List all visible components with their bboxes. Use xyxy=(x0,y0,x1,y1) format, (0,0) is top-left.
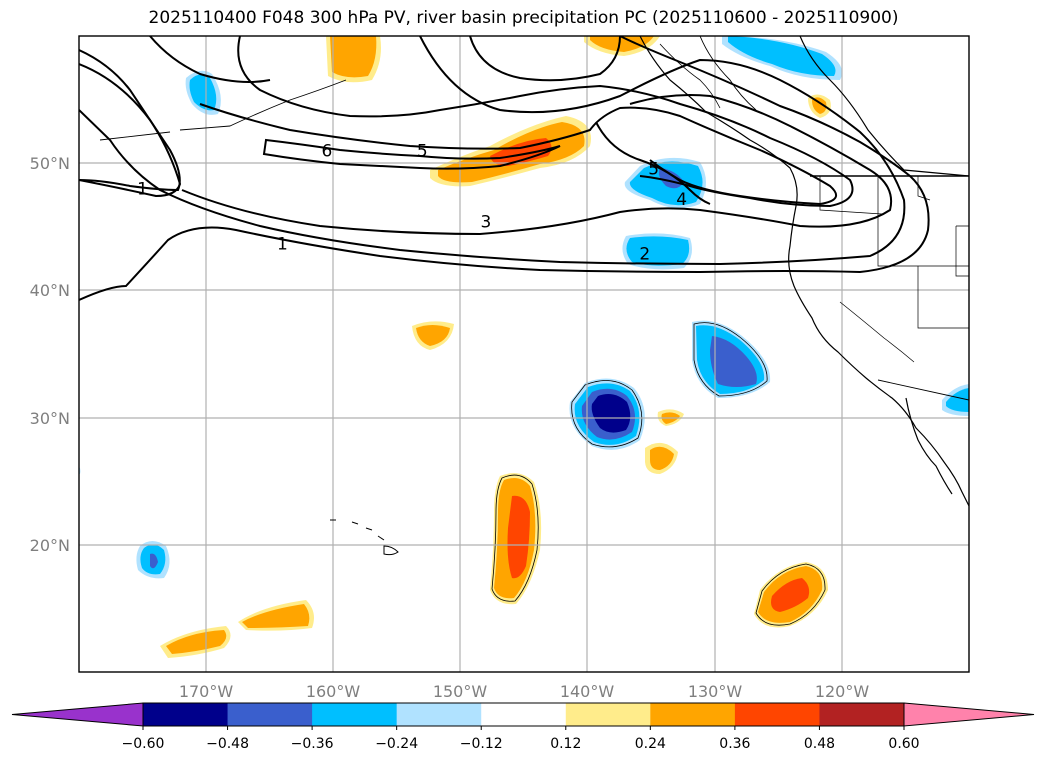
neg-blob-gulf-alaska xyxy=(624,157,706,209)
contour-label: 4 xyxy=(676,190,687,210)
lon-tick-label: 130°W xyxy=(688,682,743,701)
colorbar-segment xyxy=(312,703,398,726)
colorbar-segment xyxy=(227,703,313,726)
lat-tick-label: 30°N xyxy=(30,409,70,428)
colorbar-segment xyxy=(481,703,567,726)
contour-label: 3 xyxy=(480,213,491,233)
neg-blob-subtropical xyxy=(569,378,645,450)
colorbar-tick-label: 0.12 xyxy=(550,736,581,752)
pv-contour-inner-top xyxy=(149,36,621,83)
colorbar-tick-label: 0.48 xyxy=(804,736,835,752)
contour-label: 1 xyxy=(277,234,288,254)
pv-contour-2 xyxy=(79,36,906,266)
colorbar-ticks: −0.60 −0.48 −0.36 −0.24 −0.12 0.12 0.24 0.36 0.4… xyxy=(122,726,920,752)
colorbar-segment xyxy=(650,703,736,726)
colorbar-segment xyxy=(143,703,229,726)
map-frame xyxy=(78,35,970,673)
colorbar-tick-label: 0.24 xyxy=(635,736,666,752)
lon-tick-label: 140°W xyxy=(560,682,615,701)
lat-tick-label: 40°N xyxy=(30,281,70,300)
lon-tick-label: 170°W xyxy=(179,682,234,701)
gridlines xyxy=(79,36,969,672)
colorbar-extend-low xyxy=(11,702,144,727)
colorbar-segment xyxy=(565,703,651,726)
lat-tick-label: 50°N xyxy=(30,154,70,173)
neg-blob-offshore xyxy=(692,320,771,398)
colorbar-tick-label: −0.36 xyxy=(291,736,334,752)
colorbar-segment xyxy=(819,703,905,726)
pv-contour-5 xyxy=(199,103,838,206)
colorbar-segment xyxy=(734,703,820,726)
pv-contours xyxy=(79,36,930,301)
colorbar-tick-label: −0.60 xyxy=(122,736,165,752)
lat-axis: 50°N 40°N 30°N 20°N xyxy=(30,154,70,555)
pos-blob-mexico-west xyxy=(754,562,828,628)
lon-tick-label: 160°W xyxy=(306,682,361,701)
colorbar-tick-label: −0.12 xyxy=(460,736,503,752)
pos-blob-hawaii-south xyxy=(160,600,314,658)
neg-blob-bering xyxy=(185,70,221,115)
neg-blob-north-pacific xyxy=(622,233,692,270)
pv-contour-1-south xyxy=(79,36,930,301)
colorbar-outline xyxy=(142,702,905,727)
contour-label: 5 xyxy=(648,159,659,179)
colorbar-segments xyxy=(11,702,1035,727)
colorbar-segment xyxy=(396,703,482,726)
pv-contour-gulf-hook xyxy=(595,121,711,205)
colorbar-tick-label: 0.36 xyxy=(719,736,750,752)
neg-blob-baja xyxy=(79,384,969,474)
lon-tick-label: 150°W xyxy=(433,682,488,701)
neg-blob-hawaii-west xyxy=(136,541,170,579)
contour-label: 2 xyxy=(639,245,650,265)
pv-contour-6 xyxy=(262,138,561,170)
contour-label: 6 xyxy=(322,141,333,161)
colorbar-tick-label: −0.48 xyxy=(206,736,249,752)
colorbar-extend-high xyxy=(903,702,1035,727)
lat-tick-label: 20°N xyxy=(30,536,70,555)
contour-label: 5 xyxy=(417,141,428,161)
coastlines xyxy=(99,36,969,556)
lon-tick-label: 120°W xyxy=(815,682,870,701)
lon-axis: 170°W 160°W 150°W 140°W 130°W 120°W xyxy=(179,682,870,701)
colorbar: −0.60 −0.48 −0.36 −0.24 −0.12 0.12 0.24 0.36 0.4… xyxy=(11,702,1035,752)
pv-contour-1-north xyxy=(79,49,181,192)
pos-blob-central-pacific xyxy=(490,473,542,605)
pos-blob-gulf-alaska xyxy=(430,116,591,187)
map-title: 2025110400 F048 300 hPa PV, river basin … xyxy=(148,8,899,28)
colorbar-tick-label: 0.60 xyxy=(888,736,919,752)
contour-label: 1 xyxy=(137,180,148,200)
precip-pc-shading xyxy=(79,36,969,658)
neg-blob-canada-coast xyxy=(722,36,843,80)
pv-contour-4 xyxy=(237,36,854,208)
colorbar-tick-label: −0.24 xyxy=(375,736,418,752)
